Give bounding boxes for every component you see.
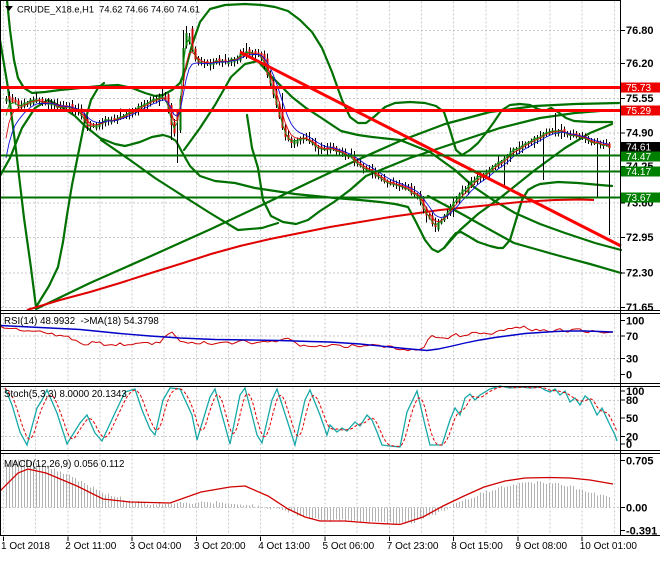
svg-text:1 Oct 2018: 1 Oct 2018 <box>1 541 50 552</box>
svg-text:2 Oct 11:00: 2 Oct 11:00 <box>65 541 116 552</box>
svg-text:8 Oct 15:00: 8 Oct 15:00 <box>451 541 503 552</box>
svg-text:75.29: 75.29 <box>626 106 651 117</box>
svg-text:30: 30 <box>626 354 638 366</box>
svg-text:72.95: 72.95 <box>626 232 654 244</box>
svg-text:0.705: 0.705 <box>626 456 654 468</box>
svg-text:0: 0 <box>626 439 632 451</box>
svg-text:5 Oct 06:00: 5 Oct 06:00 <box>323 541 375 552</box>
svg-text:76.20: 76.20 <box>626 58 654 70</box>
svg-text:7 Oct 23:00: 7 Oct 23:00 <box>387 541 439 552</box>
svg-text:100: 100 <box>626 316 644 328</box>
svg-text:10 Oct 01:00: 10 Oct 01:00 <box>580 541 638 552</box>
svg-text:70: 70 <box>626 331 638 343</box>
svg-text:RSI(14) 48.9932 ->MA(18) 54.3: RSI(14) 48.9932 ->MA(18) 54.3798 <box>4 316 159 327</box>
svg-text:3 Oct 20:00: 3 Oct 20:00 <box>194 541 246 552</box>
svg-text:76.80: 76.80 <box>626 25 654 37</box>
svg-text:74.47: 74.47 <box>626 152 651 163</box>
svg-text:MACD(12,26,9) 0.056 0.112: MACD(12,26,9) 0.056 0.112 <box>4 459 124 470</box>
svg-text:74.17: 74.17 <box>626 167 651 178</box>
svg-text:4 Oct 13:00: 4 Oct 13:00 <box>258 541 310 552</box>
svg-text:0.00: 0.00 <box>626 503 647 515</box>
svg-text:71.65: 71.65 <box>626 302 654 314</box>
svg-text:50: 50 <box>626 413 638 425</box>
svg-text:73.67: 73.67 <box>626 193 651 204</box>
svg-text:74.90: 74.90 <box>626 128 654 140</box>
svg-text:9 Oct 08:00: 9 Oct 08:00 <box>515 541 567 552</box>
svg-text:80: 80 <box>626 395 638 407</box>
svg-text:0: 0 <box>626 370 632 382</box>
svg-text:100: 100 <box>626 386 644 398</box>
svg-text:-0.391: -0.391 <box>626 526 657 538</box>
svg-text:75.73: 75.73 <box>626 83 651 94</box>
svg-text:74.61: 74.61 <box>626 143 651 154</box>
svg-text:Stoch(5,3,3) 8.0000 20.1343: Stoch(5,3,3) 8.0000 20.1343 <box>4 389 127 400</box>
svg-text:72.30: 72.30 <box>626 268 654 280</box>
svg-text:CRUDE_X18.e,H1 74.62 74.66 74: CRUDE_X18.e,H1 74.62 74.66 74.60 74.61 <box>17 5 200 15</box>
svg-text:75.55: 75.55 <box>626 93 654 105</box>
svg-text:3 Oct 04:00: 3 Oct 04:00 <box>130 541 182 552</box>
svg-text:20: 20 <box>626 432 638 444</box>
